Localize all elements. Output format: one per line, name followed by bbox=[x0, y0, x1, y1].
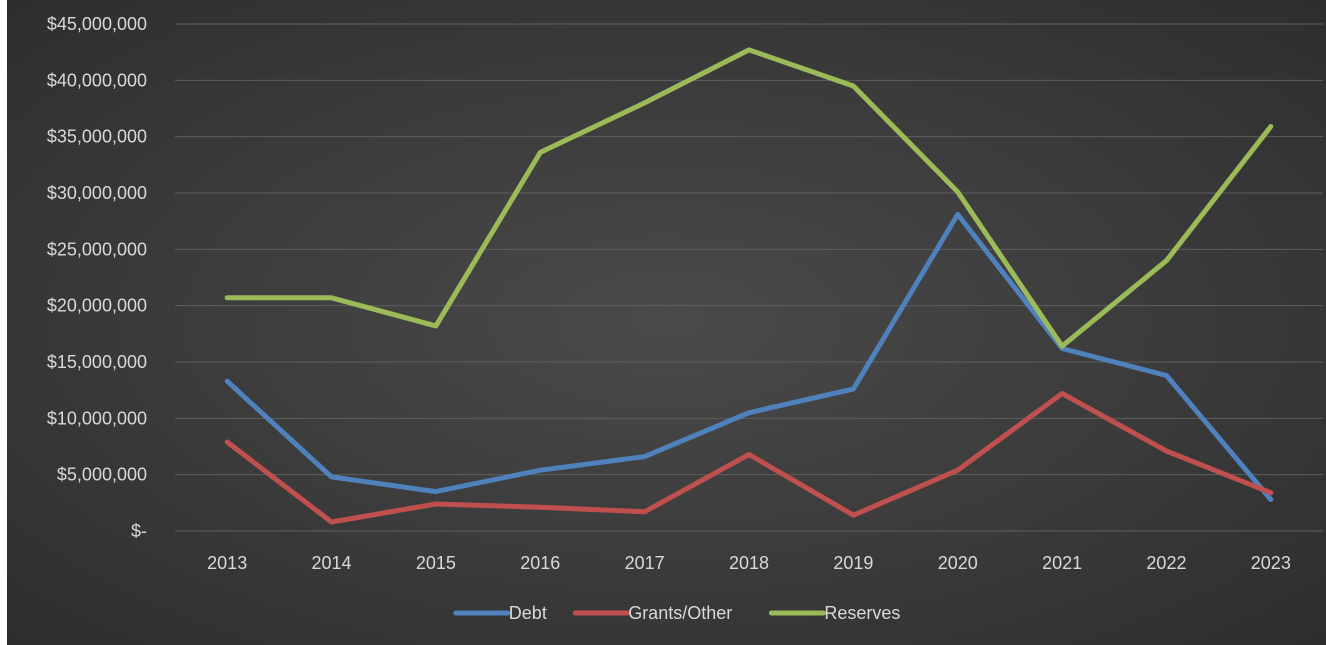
chart-background bbox=[7, 0, 1326, 645]
y-tick-label: $30,000,000 bbox=[47, 183, 147, 203]
x-tick-label: 2014 bbox=[312, 553, 352, 573]
chart-area: $- $5,000,000 $10,000,000 $15,000,000 $20,00… bbox=[7, 0, 1326, 645]
gridlines bbox=[175, 23, 1323, 532]
legend: Debt Grants/Other Reserves bbox=[453, 603, 900, 623]
series-line-reserves bbox=[224, 47, 1274, 349]
x-tick-label: 2015 bbox=[416, 553, 456, 573]
y-tick-label: $45,000,000 bbox=[47, 14, 147, 34]
y-tick-label: $10,000,000 bbox=[47, 408, 147, 428]
legend-label-debt: Debt bbox=[509, 603, 547, 623]
y-tick-label: $5,000,000 bbox=[57, 465, 147, 485]
y-tick-label: $40,000,000 bbox=[47, 70, 147, 90]
legend-label-reserves: Reserves bbox=[824, 603, 900, 623]
x-tick-label: 2016 bbox=[520, 553, 560, 573]
series-line-debt bbox=[224, 211, 1274, 502]
y-axis: $- $5,000,000 $10,000,000 $15,000,000 $20,00… bbox=[47, 14, 147, 541]
x-tick-label: 2018 bbox=[729, 553, 769, 573]
x-axis: 2013 2014 2015 2016 2017 2018 2019 2020 2021 2022… bbox=[207, 553, 1291, 573]
x-tick-label: 2013 bbox=[207, 553, 247, 573]
series-line-grants-other bbox=[224, 391, 1274, 525]
y-tick-label: $- bbox=[131, 521, 147, 541]
y-tick-label: $25,000,000 bbox=[47, 239, 147, 259]
y-tick-label: $15,000,000 bbox=[47, 352, 147, 372]
x-tick-label: 2022 bbox=[1146, 553, 1186, 573]
legend-label-grants-other: Grants/Other bbox=[628, 603, 732, 623]
x-tick-label: 2023 bbox=[1251, 553, 1291, 573]
y-tick-label: $20,000,000 bbox=[47, 296, 147, 316]
x-tick-label: 2017 bbox=[625, 553, 665, 573]
series-lines bbox=[224, 47, 1274, 525]
x-tick-label: 2021 bbox=[1042, 553, 1082, 573]
x-tick-label: 2020 bbox=[938, 553, 978, 573]
y-tick-label: $35,000,000 bbox=[47, 127, 147, 147]
x-tick-label: 2019 bbox=[833, 553, 873, 573]
line-chart: $- $5,000,000 $10,000,000 $15,000,000 $20,00… bbox=[7, 0, 1326, 645]
